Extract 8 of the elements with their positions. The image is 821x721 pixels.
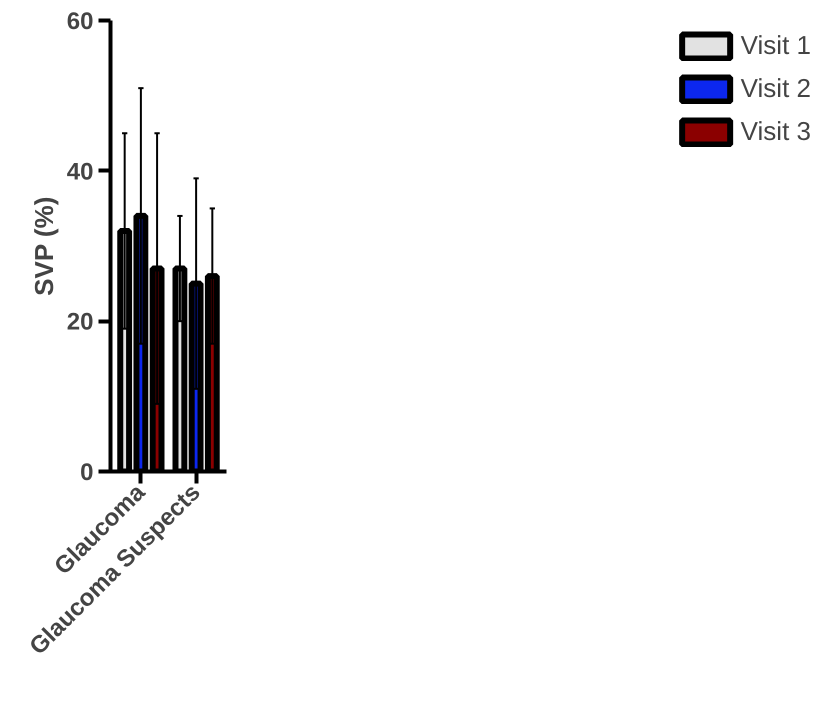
- y-tick-label: 20: [66, 308, 94, 336]
- legend-label: Visit 3: [740, 116, 811, 147]
- legend-label: Visit 2: [740, 73, 811, 104]
- legend-label: Visit 1: [740, 30, 811, 61]
- y-axis-title: SVP (%): [28, 196, 59, 296]
- y-tick-label: 60: [66, 8, 94, 35]
- y-tick-label: 40: [66, 158, 94, 186]
- y-tick-label: 0: [80, 459, 94, 486]
